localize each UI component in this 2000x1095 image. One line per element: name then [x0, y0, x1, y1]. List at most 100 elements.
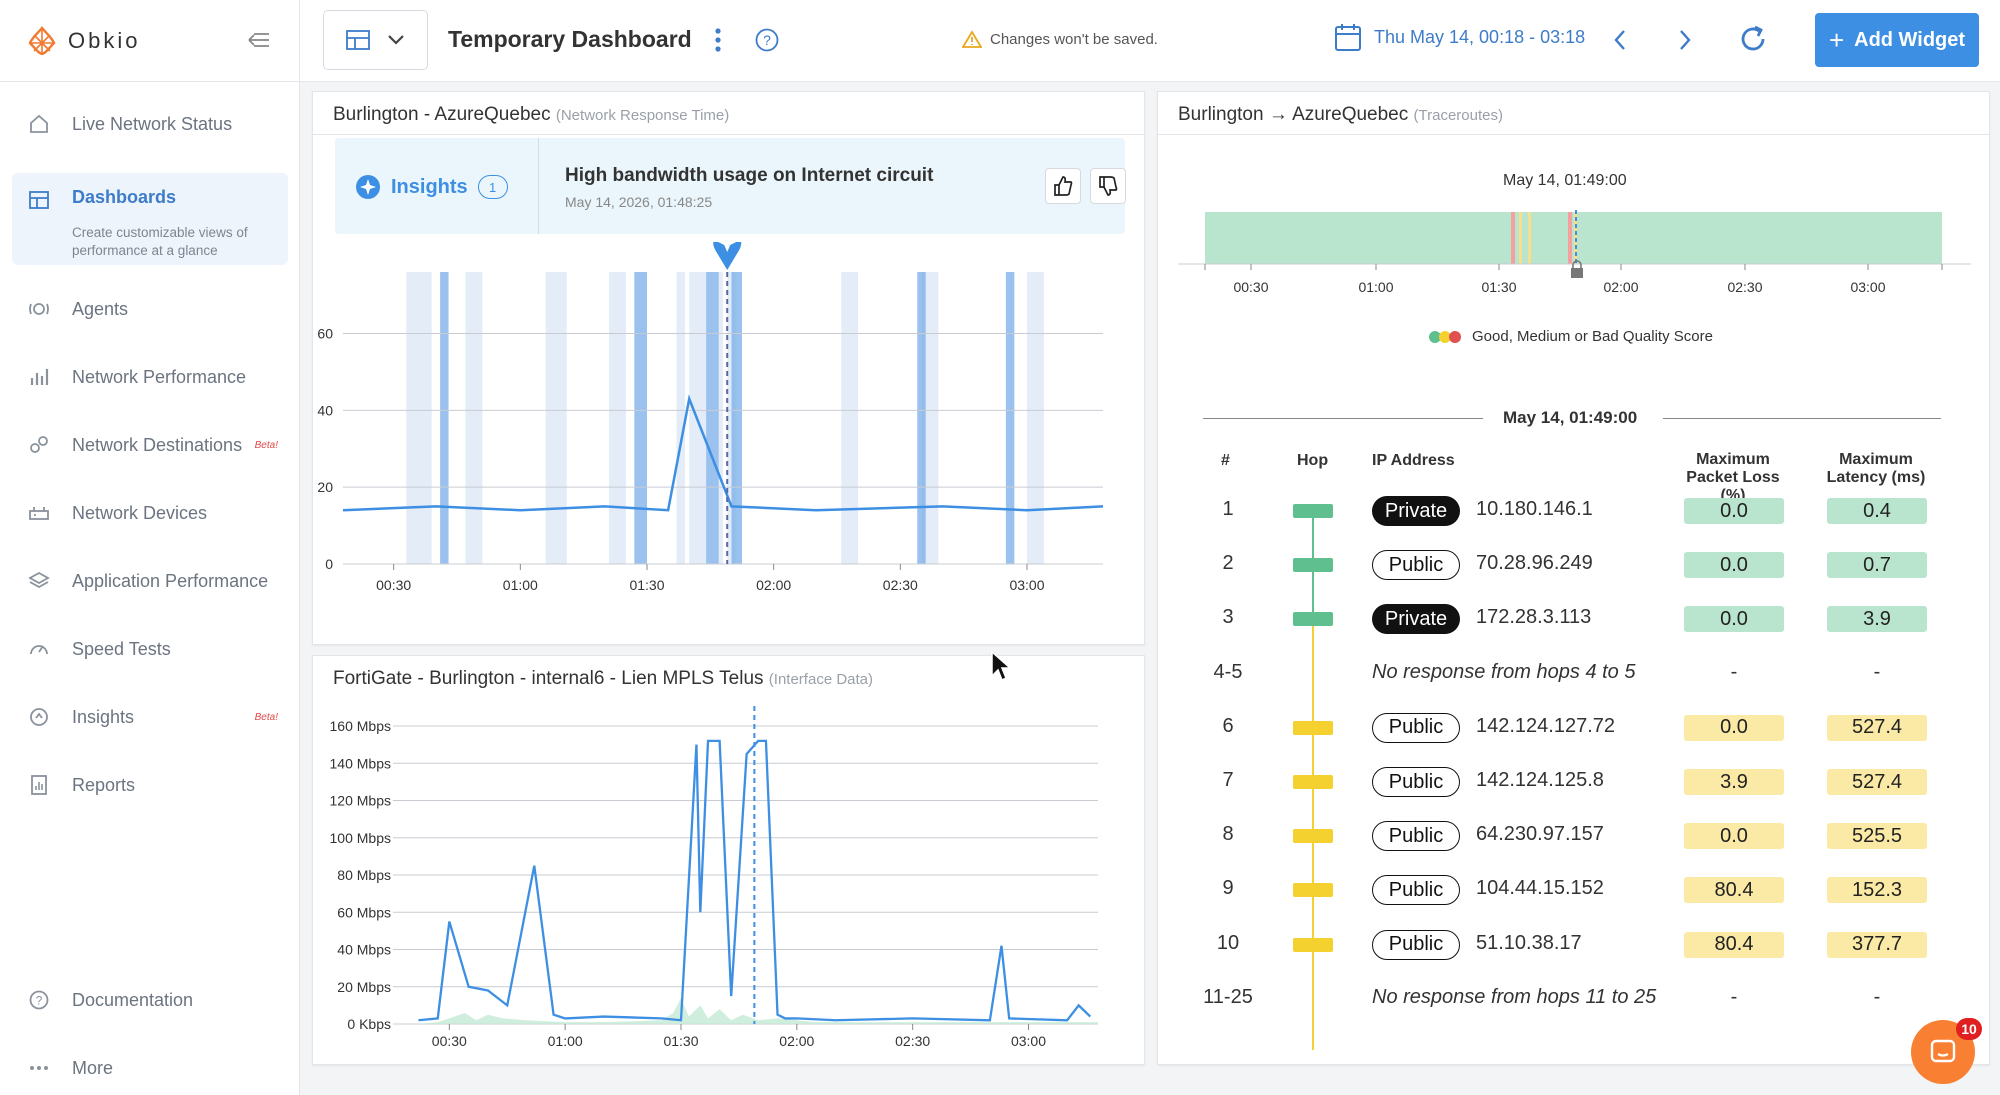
ip-type-badge: Public — [1372, 712, 1460, 743]
table-row[interactable]: 3 Private 172.28.3.113 0.0 3.9 — [1158, 592, 1988, 646]
table-row[interactable]: 8 Public 64.230.97.157 0.0 525.5 — [1158, 809, 1988, 863]
timeline-time-label: May 14, 01:49:00 — [1503, 172, 1627, 189]
insights-label[interactable]: Insights 1 — [355, 174, 508, 200]
sidebar-item-speed-tests[interactable]: Speed Tests — [12, 624, 288, 674]
packet-loss-value: 0.0 — [1684, 498, 1784, 524]
x-tick-label: 01:00 — [503, 577, 538, 593]
sidebar-item-label: Agents — [72, 298, 129, 319]
latency-value: - — [1873, 985, 1881, 1008]
date-range-picker[interactable]: Thu May 14, 00:18 - 03:18 — [1334, 22, 1585, 52]
add-widget-label: Add Widget — [1854, 28, 1966, 51]
table-row[interactable]: 4-5 No response from hops 4 to 5 - - — [1158, 647, 1988, 701]
hop-quality-bar — [1293, 504, 1333, 518]
hop-number: 11-25 — [1203, 985, 1253, 1008]
beta-badge: Beta! — [254, 711, 278, 723]
more-options-icon[interactable] — [708, 26, 728, 54]
sidebar-item-application-performance[interactable]: Application Performance — [12, 556, 288, 606]
sidebar-item-dashboards[interactable]: Dashboards Create customizable views of … — [12, 173, 288, 265]
x-tick-label: 01:00 — [548, 1033, 583, 1049]
latency-value: 0.4 — [1827, 498, 1927, 524]
hop-number: 1 — [1222, 498, 1234, 520]
interface-data-chart: 0 Kbps 20 Mbps 40 Mbps 60 Mbps 80 Mbps 100 Mb… — [330, 706, 1098, 1049]
table-row[interactable]: 10 Public 51.10.38.17 80.4 377.7 — [1158, 918, 1988, 972]
packet-loss-value: - — [1730, 985, 1738, 1008]
table-row[interactable]: 11-25 No response from hops 11 to 25 - - — [1158, 972, 1988, 1026]
latency-value: - — [1873, 660, 1881, 683]
panel-title: FortiGate - Burlington - internal6 - Lie… — [333, 668, 873, 690]
sidebar-item-label: More — [72, 1057, 114, 1078]
bar-chart-icon — [26, 364, 52, 390]
hop-number: 8 — [1222, 823, 1234, 846]
lock-icon — [1571, 260, 1583, 278]
x-tick-label: 03:00 — [1011, 1033, 1046, 1049]
y-tick-label: 160 Mbps — [330, 718, 391, 734]
report-icon — [26, 772, 52, 798]
unsaved-warning: Changes won't be saved. — [962, 30, 1158, 48]
insight-title[interactable]: High bandwidth usage on Internet circuit — [565, 165, 934, 186]
sidebar-item-network-performance[interactable]: Network Performance — [12, 352, 288, 402]
chat-count-badge: 10 — [1956, 1018, 1982, 1040]
sidebar-item-agents[interactable]: Agents — [12, 284, 288, 334]
help-icon[interactable]: ? — [755, 28, 779, 52]
table-row[interactable]: 9 Public 104.44.15.152 80.4 152.3 — [1158, 863, 1988, 917]
ip-address: 64.230.97.157 — [1476, 823, 1604, 846]
latency-value: 527.4 — [1827, 714, 1927, 741]
panel-subtitle: (Network Response Time) — [555, 107, 730, 124]
y-tick-label: 40 — [317, 402, 333, 418]
y-tick-label: 0 Kbps — [347, 1016, 391, 1032]
insight-pin-icon — [713, 242, 742, 270]
divider — [313, 134, 1144, 135]
x-tick-label: 03:00 — [1009, 577, 1044, 593]
sidebar-item-live-network-status[interactable]: Live Network Status — [12, 99, 288, 149]
dashboard-selector[interactable] — [323, 10, 428, 70]
sidebar-item-insights[interactable]: Insights Beta! — [12, 692, 288, 742]
y-tick-label: 20 — [317, 479, 333, 495]
svg-text:?: ? — [763, 32, 771, 48]
chevron-down-icon — [387, 35, 404, 45]
table-row[interactable]: 7 Public 142.124.125.8 3.9 527.4 — [1158, 755, 1988, 809]
hop-number: 9 — [1222, 877, 1234, 900]
panel-title: Burlington → AzureQuebec (Traceroutes) — [1178, 104, 1503, 126]
hop-quality-bar — [1293, 829, 1333, 844]
collapse-sidebar-icon[interactable] — [243, 28, 273, 52]
quality-legend-text: Good, Medium or Bad Quality Score — [1472, 328, 1713, 345]
thumbs-up-icon — [1054, 176, 1073, 196]
sparkle-icon — [356, 175, 380, 199]
latency-value: 3.9 — [1827, 606, 1927, 633]
table-row[interactable]: 1 Private 10.180.146.1 0.0 0.4 — [1158, 484, 1988, 538]
sidebar-item-network-devices[interactable]: Network Devices — [12, 488, 288, 538]
sidebar-item-label: Network Performance — [72, 366, 247, 387]
sidebar-item-network-destinations[interactable]: Network Destinations Beta! — [12, 420, 288, 470]
thumbs-up-button[interactable] — [1045, 168, 1081, 204]
device-icon — [26, 500, 52, 526]
table-row[interactable]: 6 Public 142.124.127.72 0.0 527.4 — [1158, 701, 1988, 755]
ip-type-badge: Private — [1372, 496, 1460, 526]
ip-address: 142.124.127.72 — [1476, 714, 1616, 737]
sidebar-item-more[interactable]: More — [12, 1043, 288, 1093]
column-header-hop: Hop — [1297, 452, 1329, 469]
inbound-area — [418, 997, 1098, 1024]
x-tick-label: 02:30 — [883, 577, 918, 593]
load-band — [718, 272, 723, 564]
thumbs-down-button[interactable] — [1090, 168, 1126, 204]
hop-number: 3 — [1222, 606, 1234, 629]
traceroute-timeline[interactable]: 00:30 01:00 01:30 02:00 02:30 03:00 — [1158, 202, 1990, 342]
next-range-icon[interactable] — [1675, 28, 1695, 52]
sidebar-item-reports[interactable]: Reports — [12, 760, 288, 810]
panel-title-text: FortiGate - Burlington - internal6 - Lie… — [333, 668, 764, 689]
traceroute-time-label: May 14, 01:49:00 — [1503, 408, 1638, 427]
beta-badge: Beta! — [254, 439, 278, 451]
dashboard-icon — [26, 187, 52, 213]
no-response-message: No response from hops 4 to 5 — [1372, 660, 1636, 683]
table-row[interactable]: 2 Public 70.28.96.249 0.0 0.7 — [1158, 538, 1988, 592]
logo-row: Obkio — [0, 0, 299, 82]
page-title: Temporary Dashboard — [448, 26, 692, 52]
packet-loss-value: 80.4 — [1684, 931, 1784, 958]
sidebar-item-documentation[interactable]: ? Documentation — [12, 975, 288, 1025]
load-band — [609, 272, 626, 564]
refresh-icon[interactable] — [1738, 24, 1768, 54]
panel-subtitle: (Traceroutes) — [1413, 107, 1503, 124]
previous-range-icon[interactable] — [1610, 28, 1630, 52]
add-widget-button[interactable]: + Add Widget — [1815, 13, 1979, 67]
destination-icon — [26, 432, 52, 458]
